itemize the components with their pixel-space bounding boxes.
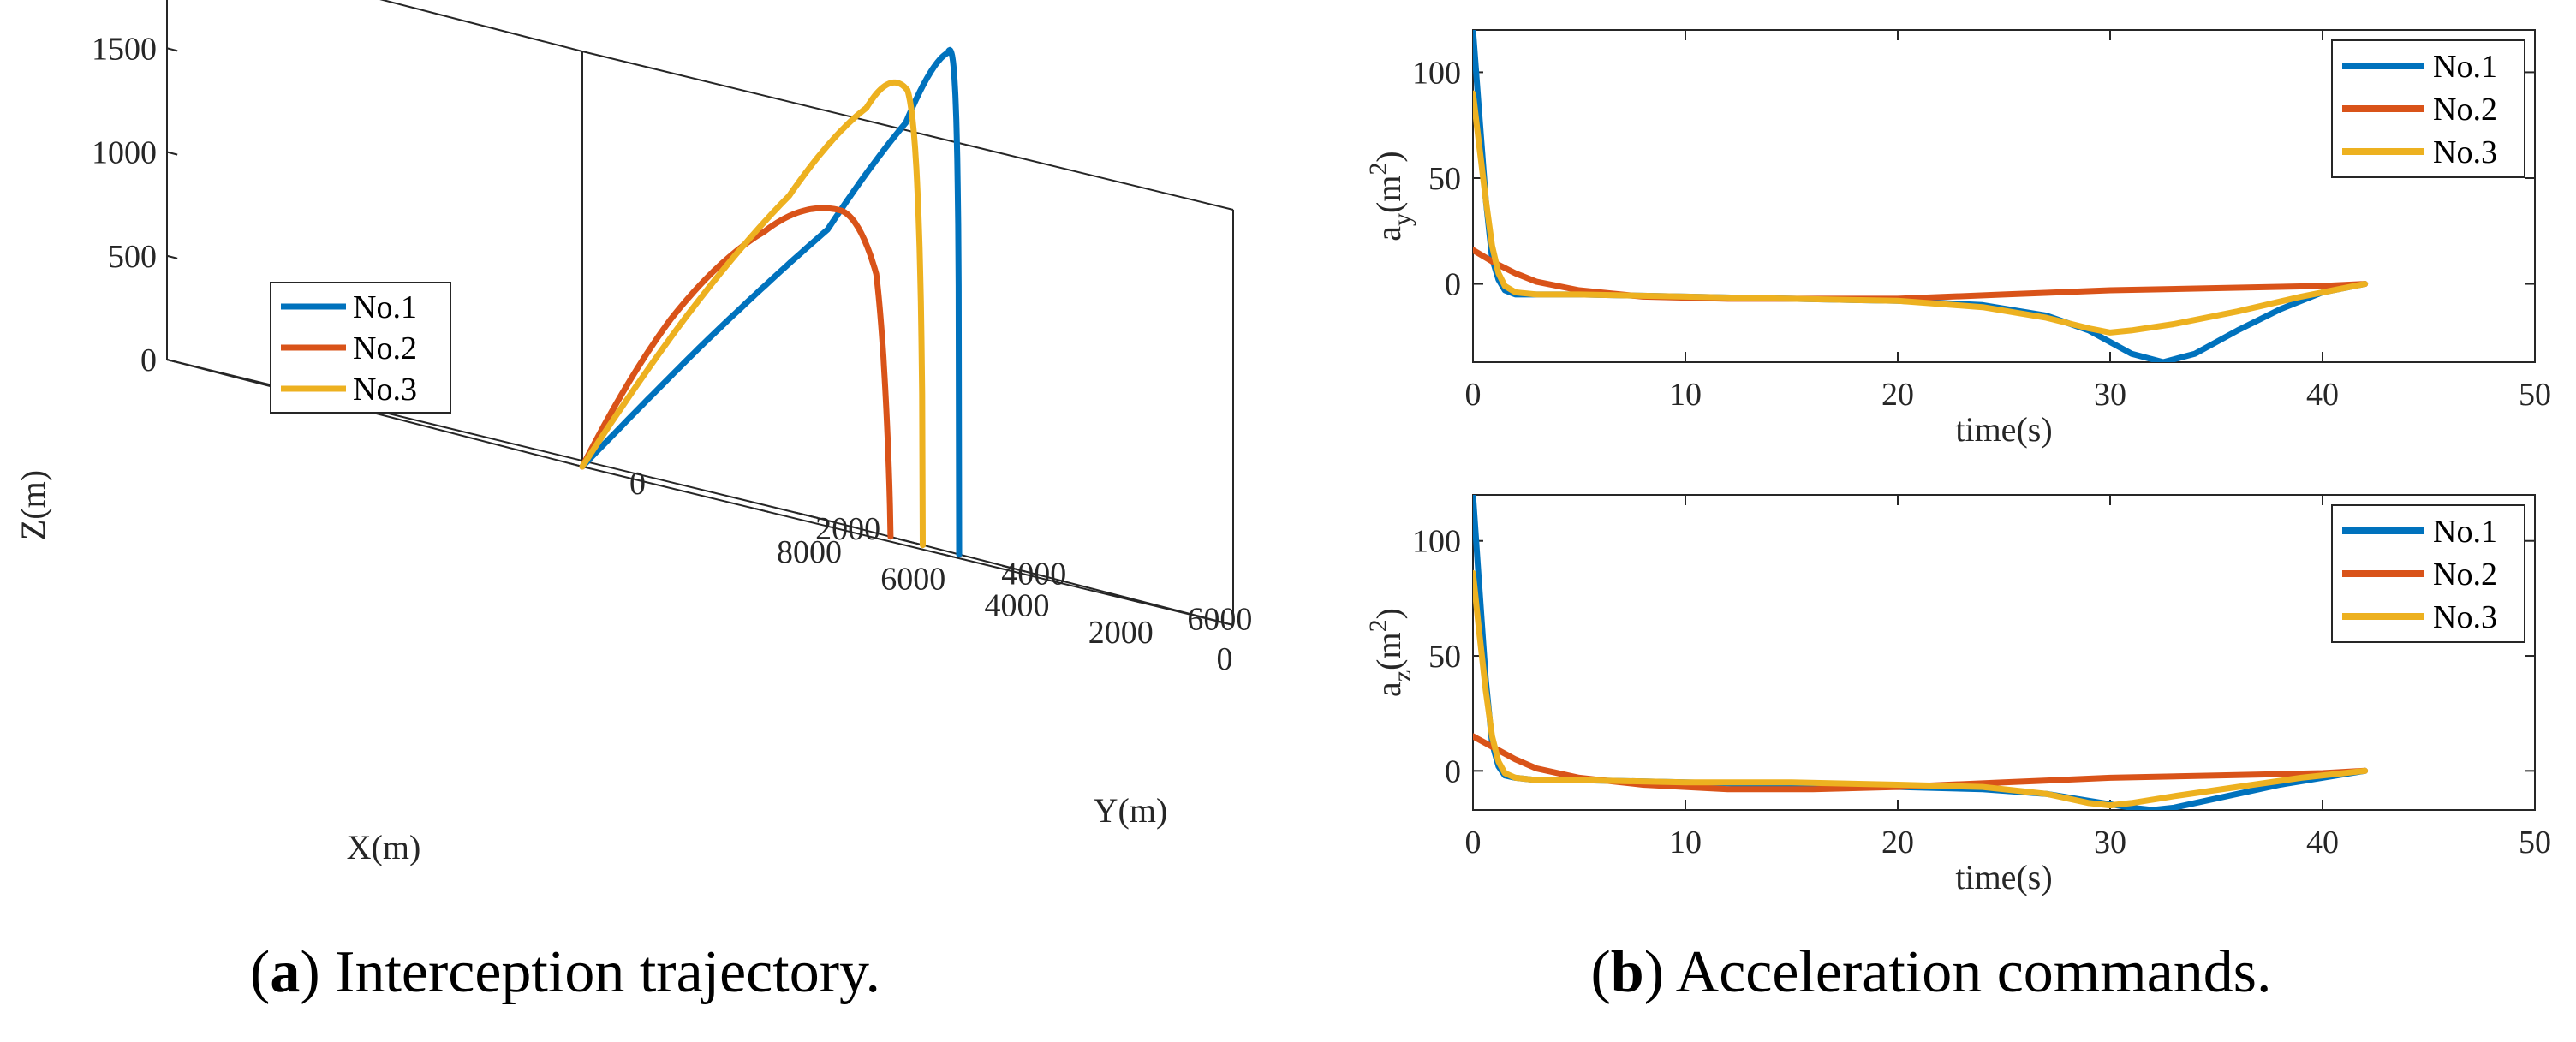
legend-label: No.3 xyxy=(353,372,417,408)
y-tick-label: 0 xyxy=(1445,267,1461,303)
front-edge-x-axis xyxy=(166,359,819,519)
x-tick-label: 40 xyxy=(2306,825,2339,860)
legend-label: No.2 xyxy=(2433,557,2497,592)
x-tick xyxy=(1002,564,1026,573)
legend-label: No.2 xyxy=(2433,92,2497,128)
caption-letter: a xyxy=(270,939,300,1005)
ylabel-close: ) xyxy=(1369,608,1408,619)
y-tick xyxy=(1127,598,1141,604)
top-edge-x xyxy=(379,0,583,52)
z-tick xyxy=(166,151,178,156)
y-tick-label: 100 xyxy=(1412,524,1461,560)
series-line-No.3 xyxy=(1473,90,2369,336)
z-tick-label: 500 xyxy=(108,239,157,275)
legend: No.1 No.2 No.3 xyxy=(2331,39,2525,178)
y-tick-label: 0 xyxy=(1445,753,1461,789)
ylabel-sup: 2 xyxy=(1364,163,1392,176)
x-tick-label: 20 xyxy=(1881,825,1914,860)
legend-label: No.2 xyxy=(353,330,417,366)
series-group xyxy=(1473,30,2369,362)
floor-edge-y xyxy=(581,466,1234,626)
x-tick-label: 30 xyxy=(2094,825,2126,860)
caption-text: Acceleration commands. xyxy=(1676,939,2272,1005)
ylabel-base: a xyxy=(1369,226,1408,241)
3d-axes-ticks: 0200040006000800002000400060000500100015… xyxy=(92,31,1252,677)
series-line-No.3 xyxy=(1473,569,2369,809)
y-tick-label: 50 xyxy=(1428,161,1461,197)
ylabel-sub: z xyxy=(1388,670,1416,682)
x-tick-label: 10 xyxy=(1669,825,1702,860)
y-tick xyxy=(940,552,955,558)
x-axis-label: X(m) xyxy=(347,828,421,866)
top-edge-y xyxy=(581,51,1234,211)
z-tick-label: 1000 xyxy=(92,135,157,171)
x-tick-label: 0 xyxy=(1465,825,1482,860)
legend-label: No.1 xyxy=(353,289,417,325)
x-tick-label: 50 xyxy=(2519,825,2551,860)
x-tick-label: 4000 xyxy=(985,588,1050,624)
y-axis-label: az(m2) xyxy=(1364,608,1416,697)
z-tick-label: 1500 xyxy=(92,31,157,67)
x-tick-label: 0 xyxy=(1465,377,1482,413)
legend-label: No.3 xyxy=(2433,599,2497,635)
legend-label: No.1 xyxy=(2433,514,2497,550)
series-line-No.1 xyxy=(579,46,963,558)
legend-label: No.3 xyxy=(2433,134,2497,170)
x-tick-label: 6000 xyxy=(880,561,945,597)
caption-a: (a) Interception trajectory. xyxy=(250,939,880,1005)
series-line-No.3 xyxy=(579,79,926,549)
ylabel-close: ) xyxy=(1369,151,1408,162)
x-tick-label: 8000 xyxy=(777,534,842,570)
caption-letter: b xyxy=(1611,939,1644,1005)
series-line-No.2 xyxy=(1473,733,2369,793)
series-group xyxy=(1473,495,2369,810)
x-tick-label: 10 xyxy=(1669,377,1702,413)
x-tick-label: 40 xyxy=(2306,377,2339,413)
x-tick-label: 2000 xyxy=(1088,615,1154,651)
panel-a-3d-trajectory: 0200040006000800002000400060000500100015… xyxy=(14,0,1252,1005)
ylabel-sub: y xyxy=(1388,213,1416,226)
x-tick xyxy=(794,511,819,519)
y-tick-label: 2000 xyxy=(815,511,880,547)
3d-trajectory-series xyxy=(579,46,963,558)
y-tick-label: 100 xyxy=(1412,55,1461,91)
x-tick-label: 30 xyxy=(2094,377,2126,413)
legend-label: No.1 xyxy=(2433,49,2497,85)
x-tick xyxy=(1106,592,1130,599)
caption-text: Interception trajectory. xyxy=(335,939,880,1005)
ylabel-unit: (m xyxy=(1369,176,1408,213)
x-tick xyxy=(1209,618,1234,626)
y-tick-label: 0 xyxy=(629,466,646,502)
z-tick xyxy=(166,254,178,259)
series-line-No.2 xyxy=(579,205,894,540)
y-tick-label: 50 xyxy=(1428,639,1461,675)
legend: No.1 No.2 No.3 xyxy=(270,282,451,414)
z-axis-label: Z(m) xyxy=(14,470,52,540)
z-tick xyxy=(166,359,178,364)
x-tick-label: 20 xyxy=(1881,377,1914,413)
ylabel-unit: (m xyxy=(1369,632,1408,670)
y-axis-label: Y(m) xyxy=(1094,791,1168,830)
x-tick-label: 0 xyxy=(1217,641,1233,677)
legend: No.1 No.2 No.3 xyxy=(2331,504,2525,643)
x-axis-label: time(s) xyxy=(1955,410,2052,449)
y-axis-label: ay(m2) xyxy=(1364,151,1416,241)
ylabel-base: a xyxy=(1369,682,1408,697)
y-tick xyxy=(754,507,769,513)
ylabel-sup: 2 xyxy=(1364,619,1392,632)
x-tick-label: 50 xyxy=(2519,377,2551,413)
z-tick-label: 0 xyxy=(140,342,157,378)
y-tick-label: 6000 xyxy=(1187,602,1252,638)
z-tick xyxy=(166,47,178,52)
y-tick-label: 4000 xyxy=(1001,557,1066,592)
x-tick xyxy=(897,538,922,546)
x-axis-label: time(s) xyxy=(1955,858,2052,896)
caption-b: (b) Acceleration commands. xyxy=(1590,939,2271,1005)
